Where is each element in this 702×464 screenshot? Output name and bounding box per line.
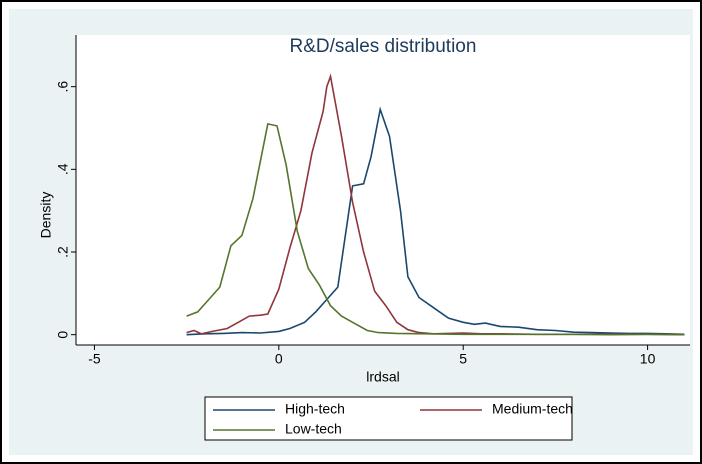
x-axis-label: lrdsal [366,369,399,385]
y-tick-label: .6 [55,81,71,93]
x-tick-label: -5 [88,351,101,367]
x-tick-label: 0 [275,351,283,367]
y-tick-label: .4 [55,163,71,175]
legend-label: Medium-tech [492,401,573,417]
legend [204,396,573,441]
y-tick-label: 0 [55,331,71,339]
series-line [186,122,685,336]
x-tick-label: 10 [640,351,656,367]
legend-label: Low-tech [285,421,342,437]
chart-title: R&D/sales distribution [290,36,477,57]
x-tick-label: 5 [459,351,467,367]
plot-area [76,35,690,345]
series-line [186,106,685,336]
y-tick-label: .2 [55,246,71,258]
legend-label: High-tech [285,401,345,417]
y-axis-label: Density [38,192,54,239]
